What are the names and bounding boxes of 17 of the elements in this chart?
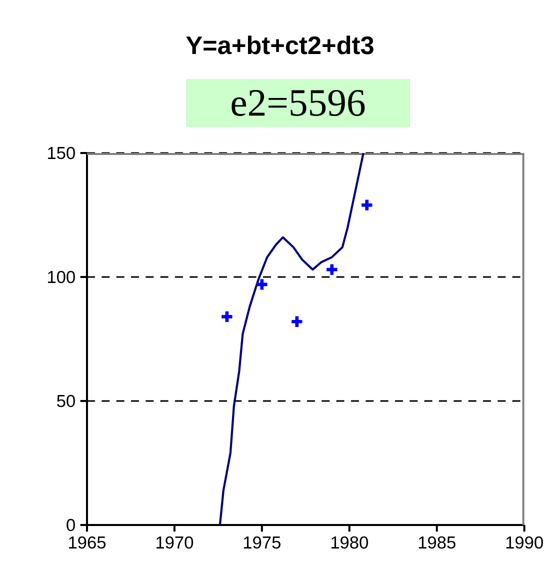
x-tick-label: 1970 — [156, 536, 194, 549]
x-tick-label: 1965 — [69, 536, 106, 549]
point — [220, 310, 234, 324]
chart-title: Y=a+bt+ct2+dt3 — [186, 36, 374, 54]
point — [324, 262, 339, 277]
x-tick-label: 1980 — [331, 536, 368, 549]
point — [254, 277, 269, 292]
point — [290, 314, 304, 329]
y-tick-label: 150 — [48, 146, 75, 160]
text: e2=5596 — [232, 90, 365, 116]
x-tick-label: 1990 — [506, 536, 543, 549]
y-tick-label: 50 — [57, 394, 75, 408]
y-tick-label: 0 — [66, 518, 75, 532]
x-tick-label: 1985 — [418, 536, 456, 549]
x-tick-label: 1975 — [244, 536, 280, 549]
y-tick-label: 100 — [48, 270, 75, 284]
point — [360, 198, 374, 212]
